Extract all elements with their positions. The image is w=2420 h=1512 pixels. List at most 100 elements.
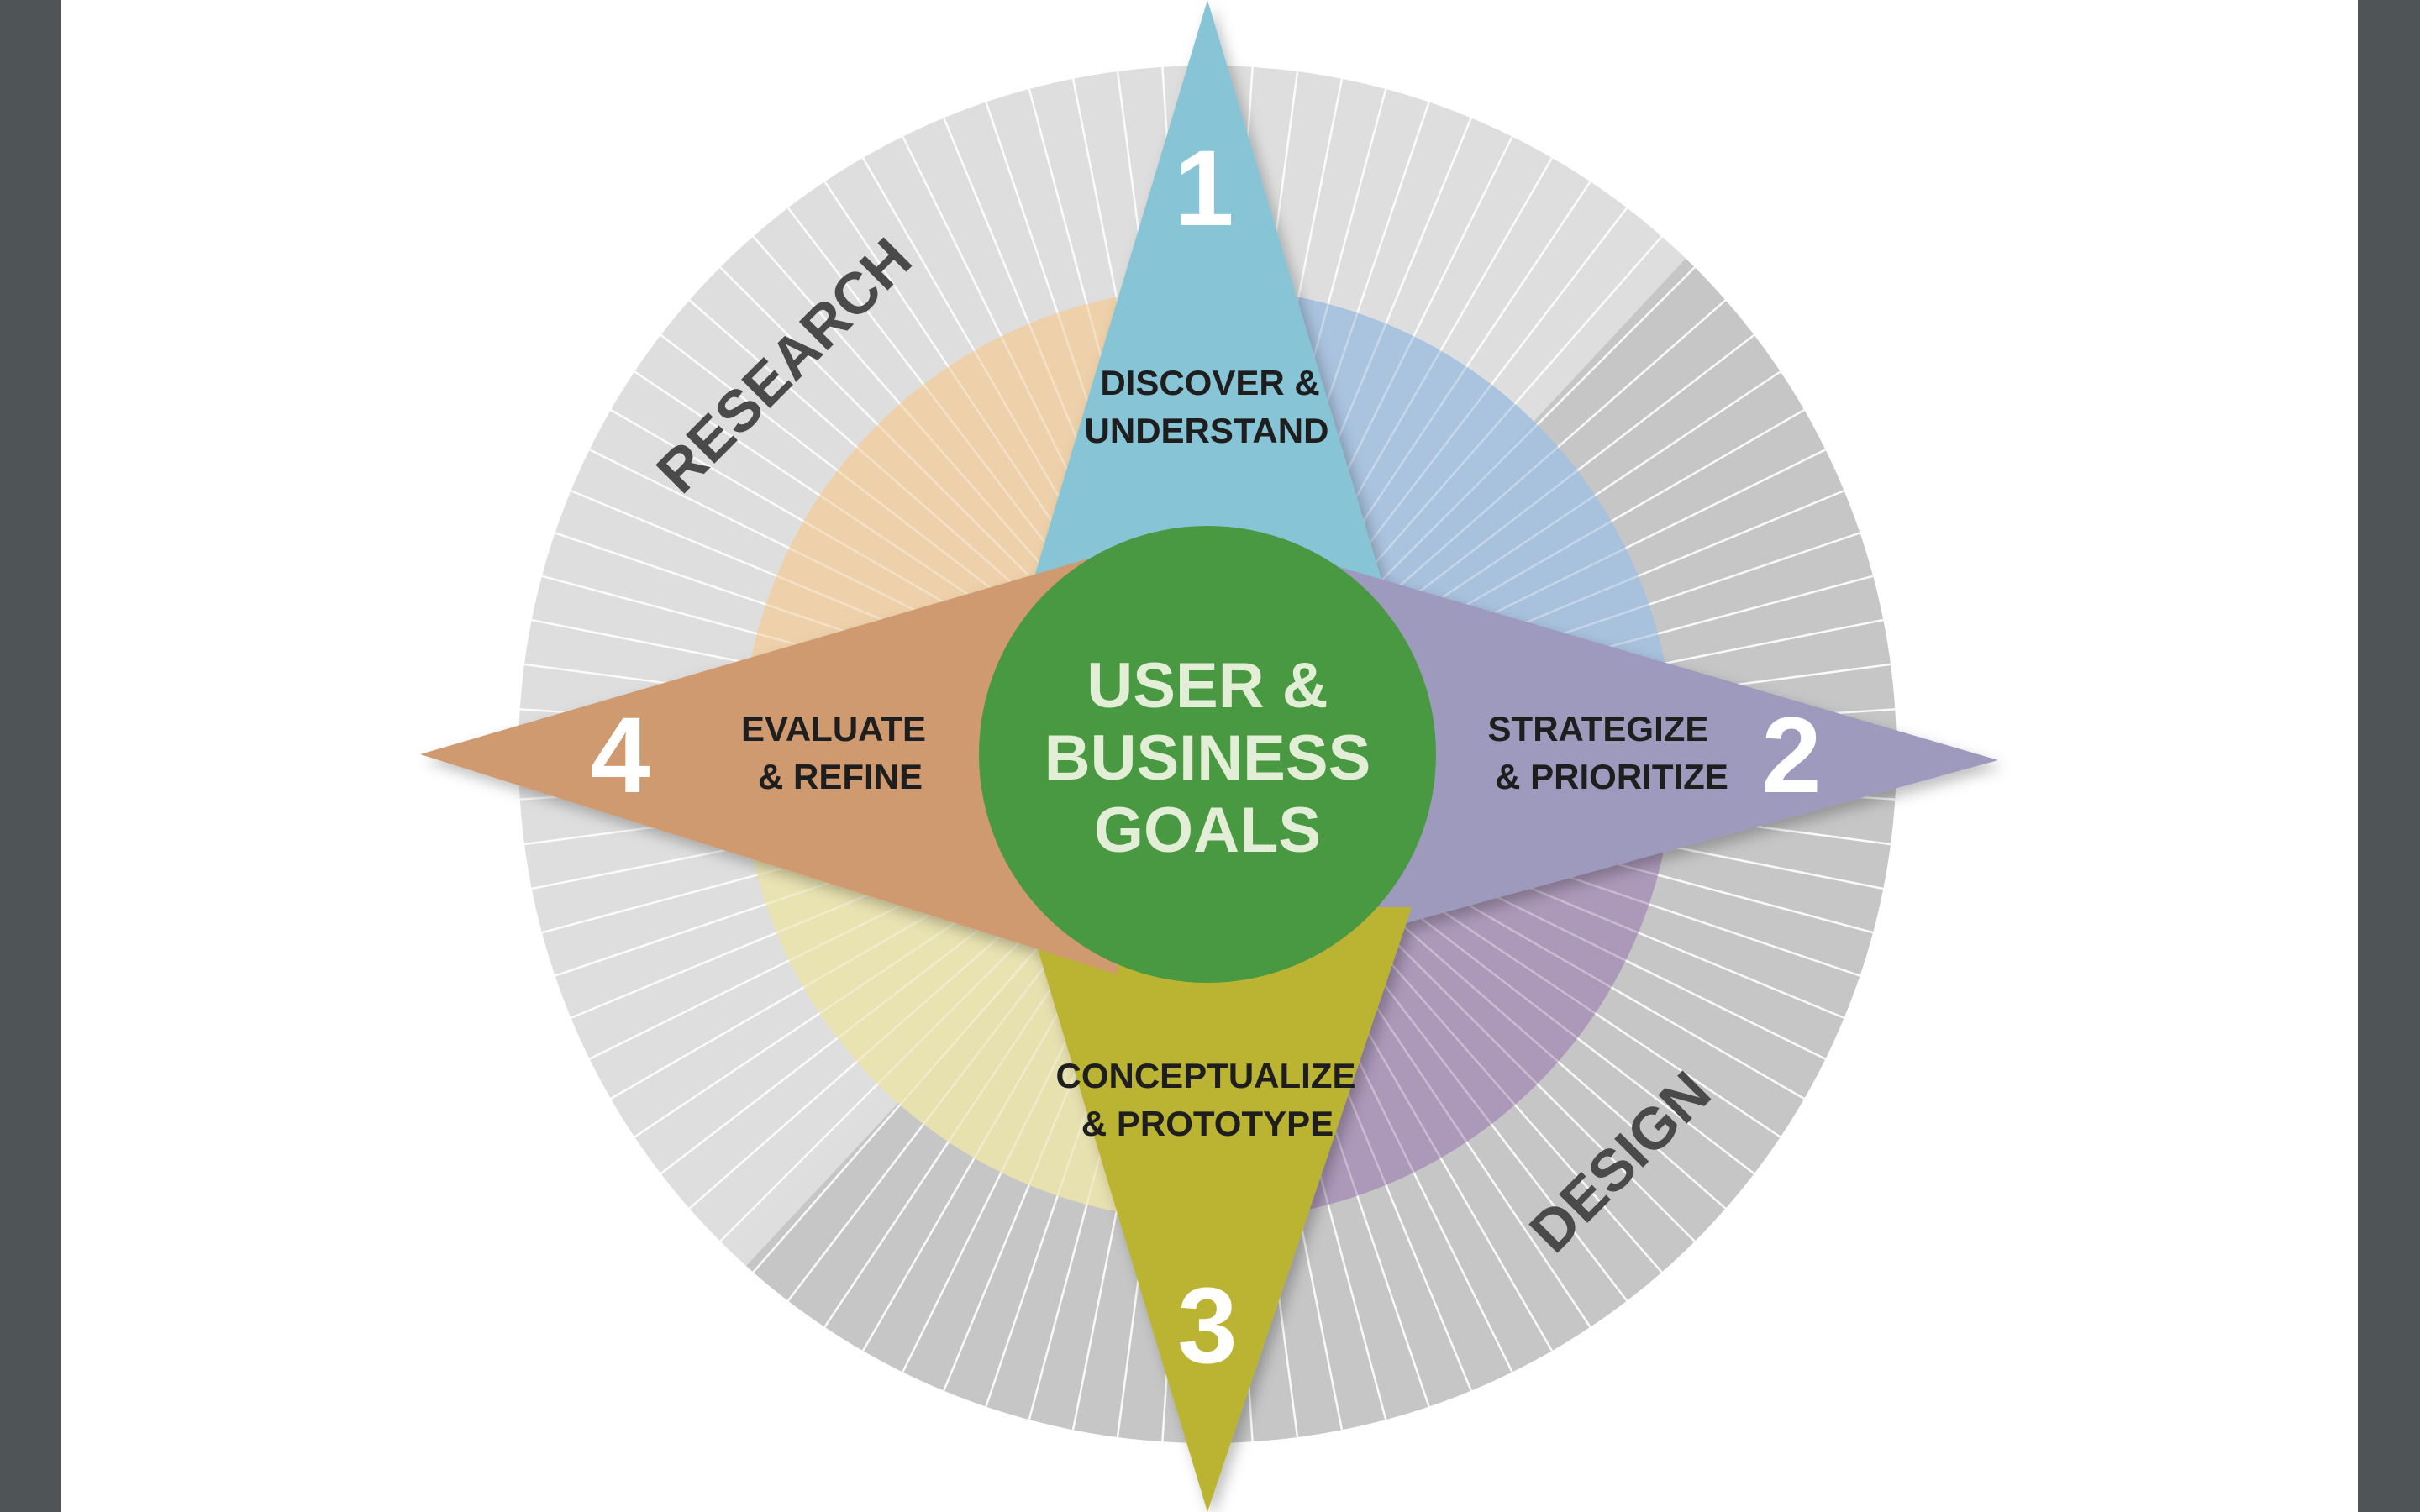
ring-ray — [581, 959, 790, 1064]
ring-ray — [857, 1158, 976, 1359]
step-2-label-line1: STRATEGIZE — [1488, 709, 1709, 748]
step-2-point — [1311, 559, 1998, 949]
ring-ray — [523, 617, 750, 664]
ring-ray — [1490, 200, 1634, 386]
ring-ray — [746, 1104, 902, 1279]
ring-ray — [713, 260, 879, 426]
ring-ray — [818, 1141, 950, 1335]
ring-ray — [1625, 959, 1833, 1064]
step-3-number: 3 — [1177, 1266, 1237, 1386]
ring-ray — [1665, 844, 1892, 892]
ring-ray — [562, 486, 777, 577]
ring-ray — [1327, 1204, 1390, 1429]
ring-ray — [1413, 1172, 1518, 1380]
ring-ray — [1594, 365, 1788, 496]
ring-ray — [1611, 986, 1812, 1105]
ring-ray — [1297, 70, 1345, 297]
ring-ray — [1665, 617, 1892, 664]
step-4-label-line2: & REFINE — [758, 757, 923, 796]
ring-ray — [1576, 1037, 1762, 1180]
ring-ray — [874, 920, 1042, 1088]
ring-ray — [1413, 129, 1518, 337]
ring-ray — [833, 467, 1022, 612]
step-1-point — [1031, 0, 1384, 588]
ring-ray — [627, 1012, 821, 1143]
ring-ray — [1576, 328, 1762, 472]
ring-ray — [896, 400, 1054, 579]
ring-ray — [523, 844, 750, 892]
ring-ray — [533, 874, 758, 937]
ring-ray — [713, 1083, 879, 1248]
ring-ray — [1657, 572, 1882, 635]
ring-ray — [897, 1172, 1002, 1380]
step-2-number: 2 — [1761, 696, 1821, 816]
ring-ray — [982, 1195, 1059, 1415]
ring-ray — [1657, 874, 1882, 937]
ring-ray — [874, 421, 1042, 589]
ring-ray — [818, 174, 950, 368]
step-3-label-line2: & PROTOTYPE — [1081, 1104, 1334, 1143]
ring-ray — [1373, 421, 1541, 589]
ring-ray — [1373, 920, 1541, 1088]
ring-ray — [1465, 174, 1597, 368]
step-4-label-line1: EVALUATE — [741, 709, 926, 748]
step-1-number: 1 — [1174, 129, 1234, 249]
ring-ray — [1383, 908, 1562, 1066]
ring-ray — [1385, 109, 1476, 324]
ring-ray — [920, 940, 1065, 1129]
ring-ray — [982, 93, 1059, 313]
ring-ray — [1649, 529, 1869, 606]
ring-ray — [546, 903, 766, 979]
ring-ray — [897, 129, 1002, 337]
ring-ray — [627, 365, 821, 496]
step-3-point — [1025, 907, 1412, 1512]
ring-ray — [857, 150, 976, 351]
ring-ray — [1536, 1083, 1702, 1248]
center-circle — [979, 526, 1436, 983]
step-4-number: 4 — [590, 696, 650, 816]
ring-ray — [746, 229, 902, 405]
ring-ray — [1513, 229, 1669, 405]
step-1-label-line2: UNDERSTAND — [1085, 411, 1329, 450]
ring-ray — [1625, 444, 1833, 549]
ring-ray — [546, 529, 766, 606]
ring-ray — [682, 293, 858, 449]
ring-ray — [1513, 1104, 1669, 1279]
ring-ray — [1070, 70, 1118, 297]
step-3-label-line1: CONCEPTUALIZE — [1056, 1056, 1356, 1095]
ring-ray — [781, 1123, 925, 1309]
ring-ray — [562, 932, 777, 1022]
ring-ray — [1439, 1158, 1558, 1359]
ring-ray — [1385, 1184, 1476, 1399]
ring-ray — [1638, 932, 1853, 1022]
ring-ray — [1356, 93, 1433, 313]
ring-ray — [581, 444, 790, 549]
ring-ray — [1025, 80, 1088, 305]
center-title-line1: USER & — [1086, 650, 1328, 722]
ring-ray — [1611, 404, 1812, 522]
ring-ray — [1070, 1211, 1118, 1439]
ring-ray — [1439, 150, 1558, 351]
ring-ray — [1393, 896, 1582, 1042]
step-2-label-line2: & PRIORITIZE — [1495, 757, 1728, 796]
ring-ray — [1393, 467, 1582, 612]
ring-ray — [1361, 400, 1519, 579]
ring-ray — [602, 986, 804, 1105]
ring-ray — [602, 404, 804, 522]
ring-ray — [853, 443, 1032, 601]
ring-ray — [939, 109, 1030, 324]
ring-ray — [1297, 1211, 1345, 1439]
ring-ray — [653, 328, 839, 472]
ring-ray — [1638, 486, 1853, 577]
ring-ray — [781, 200, 925, 386]
ring-ray — [1383, 443, 1562, 601]
center-title-line3: GOALS — [1094, 795, 1321, 866]
ring-ray — [1536, 260, 1702, 426]
ring-ray — [1557, 293, 1733, 449]
ring-ray — [1356, 1195, 1433, 1415]
ring-ray — [896, 930, 1054, 1109]
ring-ray — [1349, 380, 1495, 569]
ring-ray — [682, 1060, 858, 1215]
ring-ray — [1025, 1204, 1088, 1429]
